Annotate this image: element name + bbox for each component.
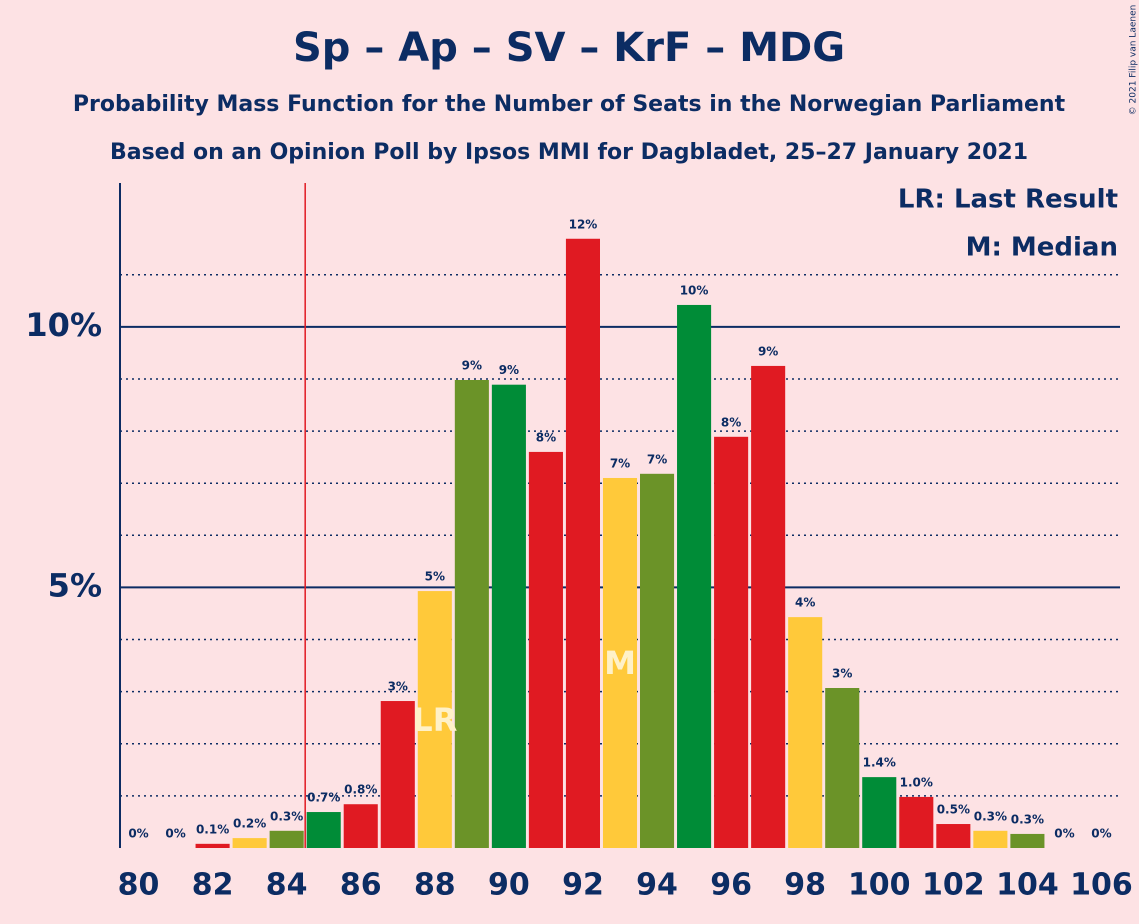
- y-tick-label: 5%: [48, 566, 102, 604]
- value-label: 3%: [388, 680, 408, 694]
- value-label: 9%: [462, 358, 482, 372]
- x-tick-label: 84: [266, 868, 308, 903]
- bar: [751, 365, 786, 848]
- bar: [862, 777, 897, 848]
- value-label: 7%: [610, 456, 630, 470]
- value-label: 0.3%: [1011, 812, 1044, 826]
- x-tick-label: 100: [848, 868, 911, 903]
- last_result-marker: LR: [412, 701, 457, 739]
- bar: [417, 591, 452, 848]
- value-label: 0%: [1054, 827, 1074, 841]
- value-label: 3%: [832, 667, 852, 681]
- x-tick-label: 90: [488, 868, 530, 903]
- value-label: 0.8%: [344, 783, 377, 797]
- value-label: 0%: [128, 827, 148, 841]
- value-label: 0.3%: [974, 809, 1007, 823]
- value-label: 0.7%: [307, 791, 340, 805]
- x-tick-label: 94: [636, 868, 678, 903]
- bar: [1010, 833, 1045, 848]
- chart-subtitle: Probability Mass Function for the Number…: [73, 92, 1066, 117]
- median-marker: M: [604, 644, 636, 682]
- value-label: 0%: [1091, 827, 1111, 841]
- value-label: 0.1%: [196, 822, 229, 836]
- value-label: 0.3%: [270, 809, 303, 823]
- value-label: 12%: [569, 217, 598, 231]
- bar: [899, 796, 934, 848]
- x-tick-label: 88: [414, 868, 456, 903]
- bar: [677, 304, 712, 848]
- x-tick-label: 104: [996, 868, 1059, 903]
- chart-title: Sp – Ap – SV – KrF – MDG: [293, 25, 845, 71]
- x-tick-label: 92: [562, 868, 604, 903]
- bar: [973, 830, 1008, 848]
- chart-subtitle: Based on an Opinion Poll by Ipsos MMI fo…: [110, 140, 1028, 165]
- bar: [269, 830, 304, 848]
- bar: [714, 436, 749, 848]
- x-tick-label: 102: [922, 868, 985, 903]
- value-label: 8%: [536, 430, 556, 444]
- value-label: 1.4%: [863, 756, 896, 770]
- x-tick-label: 106: [1070, 868, 1133, 903]
- legend-entry: LR: Last Result: [898, 185, 1118, 215]
- value-label: 0%: [165, 827, 185, 841]
- bar: [640, 473, 675, 848]
- copyright: © 2021 Filip van Laenen: [1129, 5, 1139, 116]
- bar: [343, 804, 378, 848]
- bar: [491, 384, 526, 848]
- value-label: 4%: [795, 596, 815, 610]
- value-label: 9%: [499, 363, 519, 377]
- value-label: 5%: [425, 570, 445, 584]
- bar: [454, 379, 489, 848]
- bar: [195, 843, 230, 848]
- value-label: 1.0%: [900, 775, 933, 789]
- value-label: 0.2%: [233, 817, 266, 831]
- bar: [602, 477, 638, 848]
- x-tick-label: 80: [118, 868, 160, 903]
- bar: [232, 838, 267, 848]
- value-label: 8%: [721, 415, 741, 429]
- value-label: 9%: [758, 344, 778, 358]
- value-label: 7%: [647, 452, 667, 466]
- bar: [565, 238, 600, 848]
- bar: [306, 812, 341, 848]
- value-label: 10%: [680, 283, 709, 297]
- x-tick-label: 98: [784, 868, 826, 903]
- bar: [825, 688, 860, 848]
- y-tick-label: 10%: [25, 306, 102, 344]
- x-tick-label: 86: [340, 868, 382, 903]
- legend-entry: M: Median: [966, 233, 1118, 263]
- x-tick-label: 82: [192, 868, 234, 903]
- bar: [788, 617, 823, 848]
- bar: [528, 451, 563, 848]
- bar: [380, 701, 415, 848]
- x-tick-label: 96: [710, 868, 752, 903]
- value-label: 0.5%: [937, 803, 970, 817]
- bar: [936, 824, 971, 848]
